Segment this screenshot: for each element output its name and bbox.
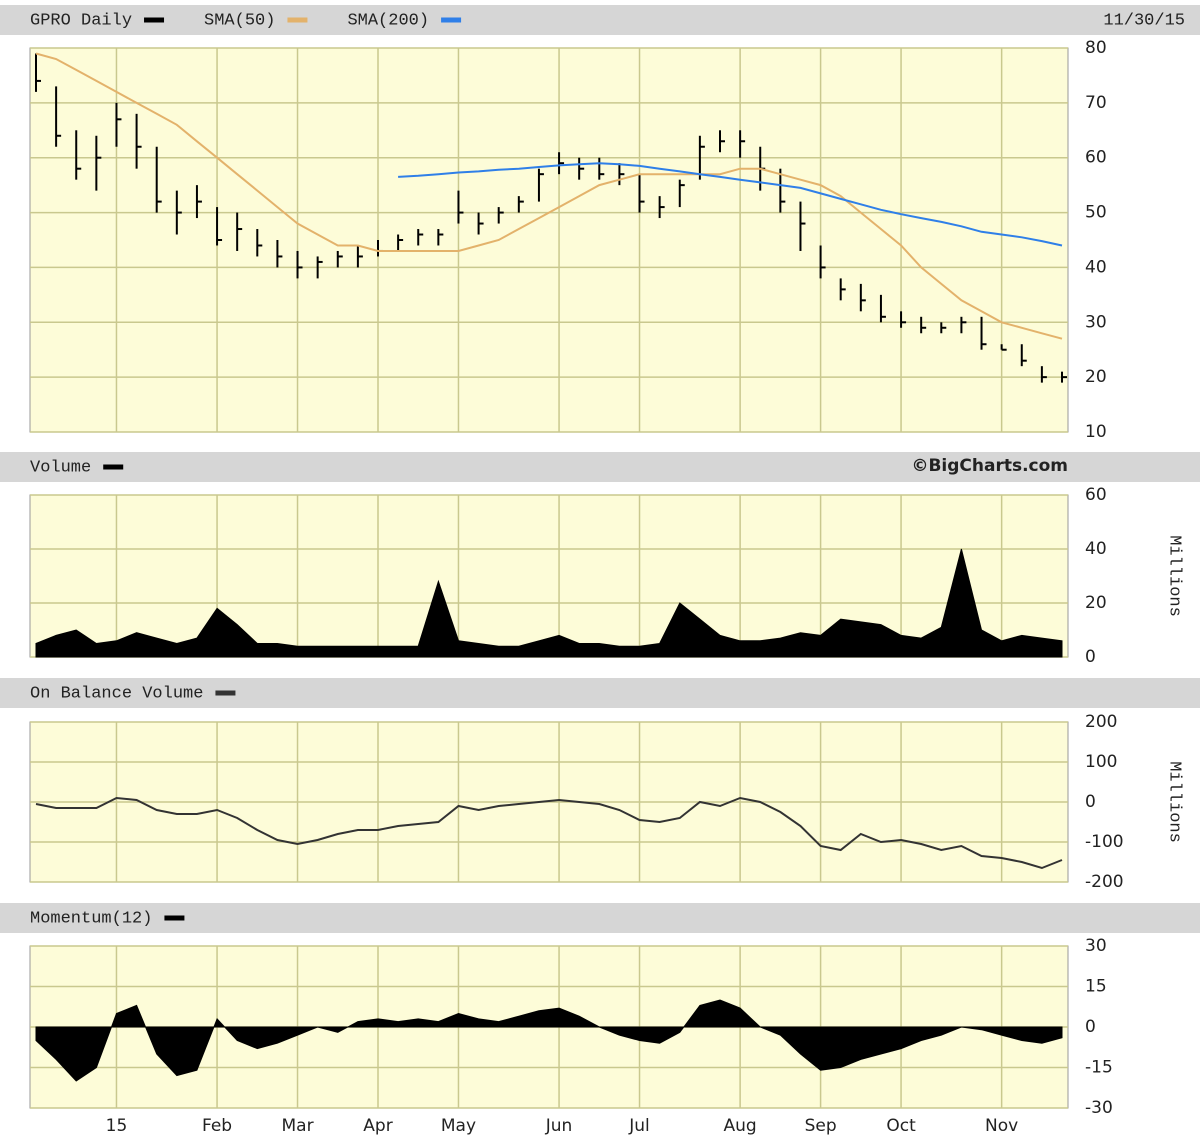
panel-header xyxy=(0,678,1200,708)
legend-label: SMA(200) xyxy=(347,11,429,30)
legend-label: Volume xyxy=(30,458,91,477)
panel-header xyxy=(0,903,1200,933)
x-tick-label: 15 xyxy=(106,1116,128,1136)
x-tick-label: Mar xyxy=(281,1116,313,1136)
legend-label: SMA(50) xyxy=(204,11,275,30)
line xyxy=(35,796,1063,870)
sma-line xyxy=(398,162,1063,247)
y-tick-label: 40 xyxy=(1085,257,1107,277)
x-tick-label: Jun xyxy=(545,1116,573,1136)
x-tick-label: Apr xyxy=(363,1116,392,1136)
y-tick-label: 30 xyxy=(1085,936,1107,956)
y-tick-label: 100 xyxy=(1085,752,1117,772)
x-tick-label: Sep xyxy=(805,1116,837,1136)
x-tick-label: Nov xyxy=(985,1116,1018,1136)
x-tick-label: Jul xyxy=(628,1116,650,1136)
y-tick-label: 20 xyxy=(1085,367,1107,387)
annotation: ©BigCharts.com xyxy=(911,456,1068,476)
plot-area xyxy=(29,47,1069,433)
area xyxy=(35,999,1063,1082)
y-tick-label: 70 xyxy=(1085,93,1107,113)
y-tick-label: 60 xyxy=(1085,485,1107,505)
x-tick-label: Oct xyxy=(886,1116,916,1136)
y-axis-label: Millions xyxy=(1165,761,1184,843)
x-tick-label: May xyxy=(441,1116,476,1136)
legend-label: On Balance Volume xyxy=(30,684,203,703)
y-tick-label: 0 xyxy=(1085,1017,1096,1037)
x-tick-label: Aug xyxy=(724,1116,757,1136)
y-tick-label: 0 xyxy=(1085,647,1096,667)
legend-label: GPRO Daily xyxy=(30,11,132,30)
y-tick-label: 200 xyxy=(1085,712,1117,732)
legend-label: Momentum(12) xyxy=(30,909,152,928)
y-tick-label: 20 xyxy=(1085,593,1107,613)
y-tick-label: 50 xyxy=(1085,203,1107,223)
panel-header xyxy=(0,452,1200,482)
y-tick-label: 80 xyxy=(1085,38,1107,58)
area xyxy=(35,548,1063,658)
y-tick-label: 30 xyxy=(1085,312,1107,332)
y-tick-label: 0 xyxy=(1085,792,1096,812)
y-axis-label: Millions xyxy=(1165,535,1184,617)
plot-area xyxy=(29,494,1069,658)
y-tick-label: 60 xyxy=(1085,148,1107,168)
y-tick-label: 15 xyxy=(1085,977,1107,997)
chart-date: 11/30/15 xyxy=(1103,11,1185,30)
sma-line xyxy=(35,52,1063,340)
y-tick-label: -100 xyxy=(1085,832,1124,852)
y-tick-label: -30 xyxy=(1085,1098,1113,1118)
y-tick-label: -15 xyxy=(1085,1058,1113,1078)
y-tick-label: -200 xyxy=(1085,872,1124,892)
y-tick-label: 10 xyxy=(1085,422,1107,442)
y-tick-label: 40 xyxy=(1085,539,1107,559)
x-tick-label: Feb xyxy=(202,1116,232,1136)
panel-header xyxy=(0,5,1200,35)
